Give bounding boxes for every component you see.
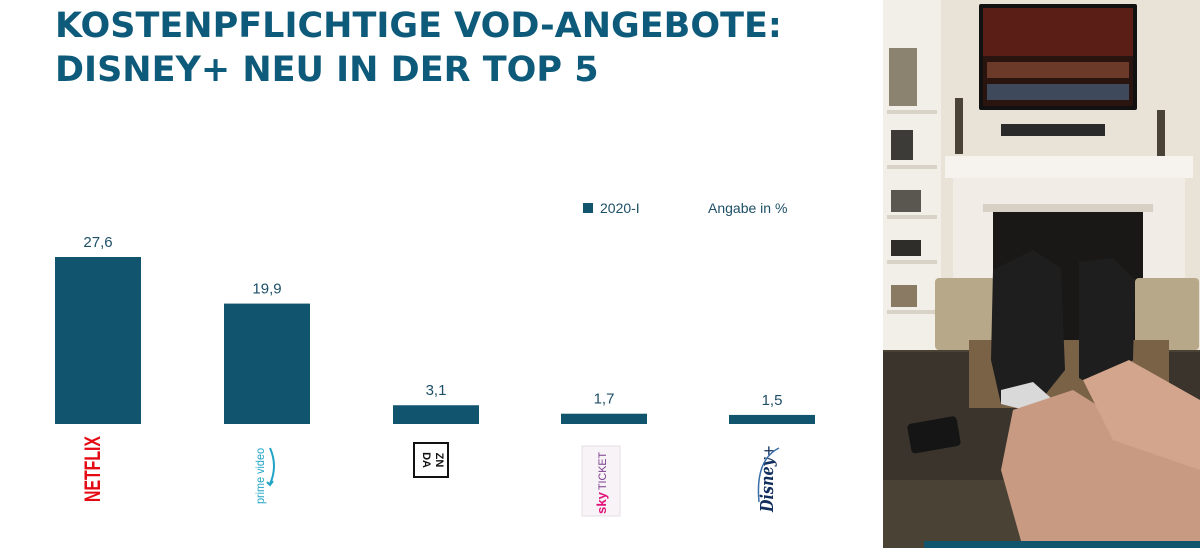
svg-text:DA: DA — [420, 452, 432, 468]
data-label-4: 1,5 — [762, 392, 783, 409]
svg-text:Disney: Disney — [757, 457, 778, 513]
title-line-2: DISNEY+ NEU IN DER TOP 5 — [55, 50, 599, 90]
svg-text:prime video: prime video — [253, 448, 267, 504]
svg-text:TICKET: TICKET — [597, 452, 609, 490]
netflix-logo: NETFLIX — [80, 436, 105, 502]
bar-0 — [55, 257, 141, 424]
bar-4 — [729, 414, 815, 424]
title-line-1: KOSTENPFLICHTIGE VOD-ANGEBOTE: — [55, 6, 782, 46]
chart-legend: 2020-I — [583, 200, 640, 216]
legend-swatch — [583, 203, 593, 213]
prime-video-logo: prime video — [253, 447, 275, 504]
bar-2 — [393, 405, 479, 424]
dazn-logo: DA ZN — [413, 442, 449, 478]
bar-chart: 27,6 19,9 3,1 1,7 1,5 — [55, 234, 815, 424]
data-label-2: 3,1 — [426, 382, 447, 399]
legend-series-label: 2020-I — [600, 200, 640, 216]
sky-ticket-logo: sky TICKET — [581, 445, 621, 517]
svg-text:+: + — [759, 445, 779, 456]
svg-text:sky: sky — [594, 491, 609, 514]
accent-strip — [924, 541, 1200, 548]
bar-1 — [224, 303, 310, 424]
bar-3 — [561, 413, 647, 424]
data-label-1: 19,9 — [252, 281, 281, 298]
svg-text:ZN: ZN — [433, 453, 445, 468]
data-label-3: 1,7 — [594, 391, 615, 408]
living-room-photo — [883, 0, 1200, 548]
svg-text:NETFLIX: NETFLIX — [80, 436, 105, 502]
data-label-0: 27,6 — [83, 234, 112, 251]
page-title: KOSTENPFLICHTIGE VOD-ANGEBOTE: DISNEY+ N… — [55, 4, 782, 92]
unit-label: Angabe in % — [708, 200, 788, 216]
disney-plus-logo: Disney + — [757, 445, 780, 513]
